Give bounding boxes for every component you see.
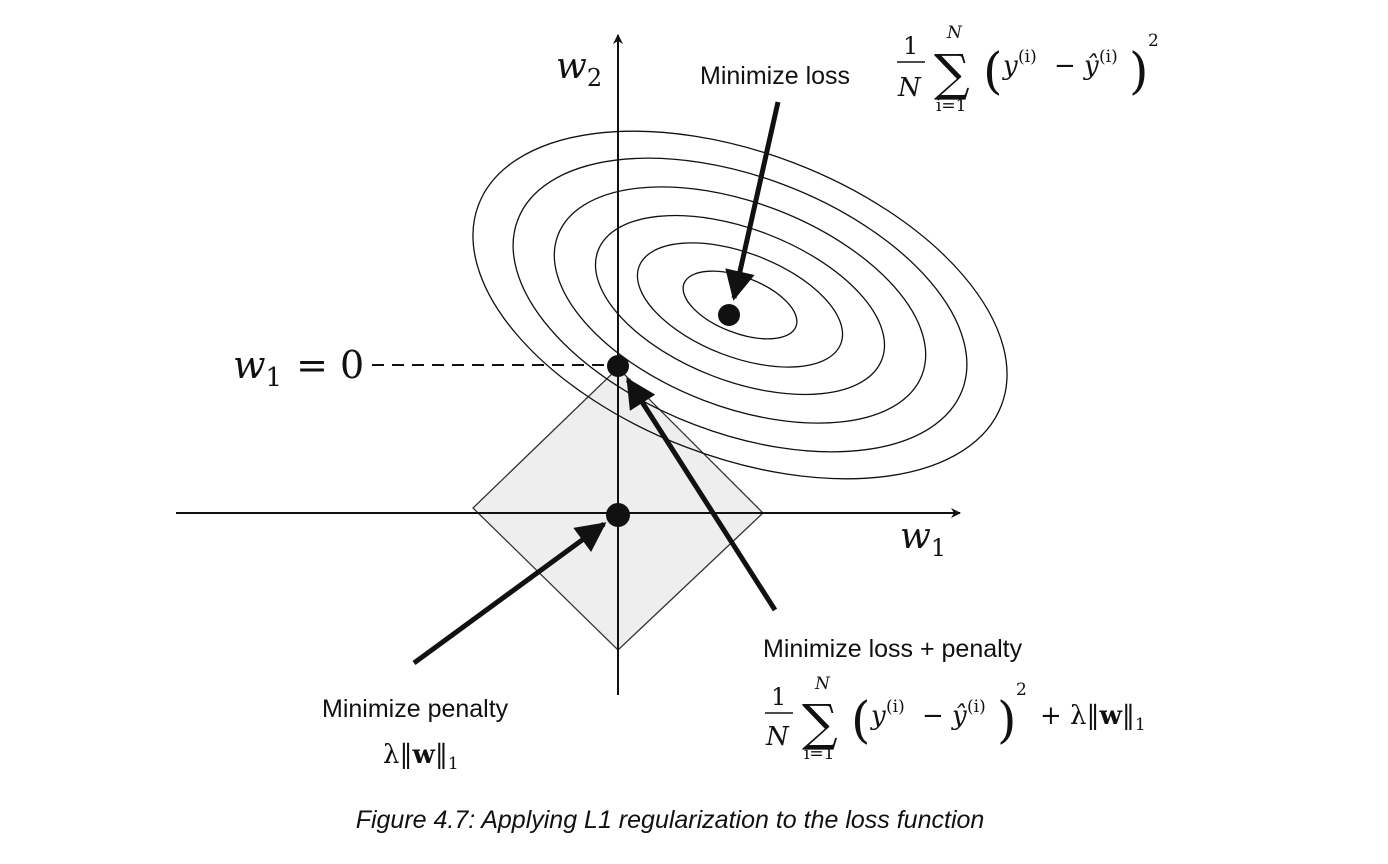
lp-sum-bottom: i=1 xyxy=(804,744,835,764)
lp-y: y xyxy=(870,701,886,731)
minimize-loss-annotation: Minimize loss 1 N N ∑ i=1 ( y (i) − ŷ (i… xyxy=(700,23,1159,116)
w1-zero-label: w1 = 0 xyxy=(233,343,364,393)
lp-close-paren: ) xyxy=(997,691,1017,749)
loss-contours xyxy=(472,130,1008,480)
penalty-arrow xyxy=(412,521,607,666)
contour-ellipse-5 xyxy=(512,157,968,453)
contour-ellipse-2 xyxy=(636,242,844,368)
loss-minus: − xyxy=(1054,51,1076,81)
loss-arrow xyxy=(725,101,781,301)
loss-minimum-point xyxy=(718,304,740,326)
loss-yhat-sup: (i) xyxy=(1099,47,1118,67)
loss-y-sup: (i) xyxy=(1018,47,1037,67)
minimize-penalty-annotation: Minimize penalty λ‖w‖1 xyxy=(322,695,509,774)
lp-y-sup: (i) xyxy=(886,697,905,717)
loss-formula: 1 N N ∑ i=1 ( y (i) − ŷ (i) ) 2 xyxy=(897,23,1159,116)
lp-frac-num: 1 xyxy=(771,683,786,711)
loss-yhat: ŷ xyxy=(1083,51,1099,81)
y-axis-label: w2 xyxy=(556,46,602,92)
loss-square: 2 xyxy=(1148,31,1159,51)
penalty-formula: λ‖w‖1 xyxy=(383,740,459,774)
loss-y: y xyxy=(1002,51,1018,81)
contour-ellipse-4 xyxy=(553,186,927,424)
lp-yhat-sup: (i) xyxy=(967,697,986,717)
loss-sum-bottom: i=1 xyxy=(936,96,967,116)
loss-frac-num: 1 xyxy=(903,32,918,60)
minimize-penalty-label: Minimize penalty xyxy=(322,695,509,723)
lp-penalty-term: + λ‖w‖1 xyxy=(1040,701,1146,735)
lp-yhat: ŷ xyxy=(951,701,967,731)
lp-open-paren: ( xyxy=(851,691,871,749)
figure-caption: Figure 4.7: Applying L1 regularization t… xyxy=(355,806,985,834)
loss-close-paren: ) xyxy=(1129,42,1149,100)
lp-minus: − xyxy=(922,701,944,731)
loss-frac-den: N xyxy=(897,73,922,103)
minimize-loss-penalty-annotation: Minimize loss + penalty 1 N N ∑ i=1 ( y … xyxy=(763,635,1146,764)
regularized-solution-point xyxy=(607,355,629,377)
x-axis-label: w1 xyxy=(900,516,946,562)
lp-sum-sign: ∑ xyxy=(802,694,838,752)
lp-square: 2 xyxy=(1016,680,1027,700)
loss-open-paren: ( xyxy=(983,42,1003,100)
contour-ellipse-3 xyxy=(594,214,886,396)
penalty-minimum-point xyxy=(606,503,630,527)
loss-sum-sign: ∑ xyxy=(934,44,970,102)
contour-ellipse-6 xyxy=(472,130,1008,480)
loss-penalty-formula: 1 N N ∑ i=1 ( y (i) − ŷ (i) ) 2 + λ‖w‖1 xyxy=(765,674,1146,764)
minimize-loss-label: Minimize loss xyxy=(700,62,850,90)
lp-frac-den: N xyxy=(765,722,790,752)
loss-penalty-arrow xyxy=(625,377,778,612)
loss-sum-top: N xyxy=(946,23,963,43)
minimize-loss-penalty-label: Minimize loss + penalty xyxy=(763,635,1023,663)
lp-sum-top: N xyxy=(814,674,831,694)
